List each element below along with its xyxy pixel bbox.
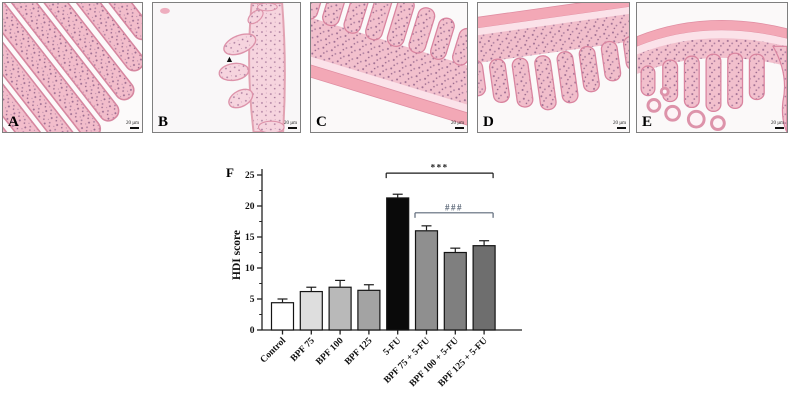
- scale-bar-label: 20 µm: [612, 121, 626, 126]
- panel-label-e: E: [642, 114, 653, 130]
- scale-bar: 20 µm: [284, 121, 297, 129]
- histology-panel-d: D 20 µm: [477, 2, 630, 133]
- significance-label: ***: [431, 163, 449, 173]
- scale-bar-label: 20 µm: [283, 121, 297, 126]
- bar-bpf-75-5-fu: [414, 230, 439, 331]
- y-axis-label: HDI score: [231, 230, 243, 280]
- histology-image-e: [637, 3, 787, 132]
- y-tick-label: 10: [245, 264, 255, 274]
- histology-panel-c: C 20 µm: [310, 2, 468, 133]
- histology-panel-e: E 20 µm: [636, 2, 788, 133]
- bar-bpf-75: [299, 290, 323, 331]
- histology-panel-a: A 20 µm: [2, 2, 143, 133]
- y-tick-label: 5: [250, 295, 255, 305]
- y-tick-label: 20: [245, 202, 255, 212]
- x-tick-label: Control: [259, 336, 289, 366]
- scale-bar: 20 µm: [126, 121, 139, 129]
- x-tick-label: BPF 100: [314, 336, 345, 367]
- histology-image-c: [311, 3, 467, 132]
- bar-bpf-125: [357, 289, 381, 331]
- scale-bar-line: [775, 127, 784, 129]
- panel-label-a: A: [8, 114, 19, 130]
- scale-bar-line: [455, 127, 464, 129]
- bar-bpf-100-5-fu: [443, 251, 467, 331]
- arrowhead-marker: ▲: [225, 53, 234, 64]
- scale-bar-label: 20 µm: [450, 121, 464, 126]
- scale-bar: 20 µm: [451, 121, 464, 129]
- y-tick-label: 15: [245, 233, 255, 243]
- scale-bar-label: 20 µm: [770, 121, 784, 126]
- y-tick-label: 25: [245, 171, 255, 181]
- histology-image-d: [478, 3, 629, 132]
- x-tick-label: 5-FU: [382, 336, 404, 358]
- scale-bar-label: 20 µm: [125, 121, 139, 126]
- histology-image-b: [153, 3, 300, 132]
- panel-label-b: B: [158, 114, 169, 130]
- scale-bar: 20 µm: [771, 121, 784, 129]
- scale-bar-line: [130, 127, 139, 129]
- bar-bpf-125-5-fu: [472, 245, 496, 331]
- bar-bpf-100: [328, 286, 352, 331]
- x-tick-label: BPF 125: [343, 336, 374, 367]
- y-tick-label: 0: [250, 326, 255, 336]
- x-tick-label: BPF 75: [289, 336, 317, 364]
- panel-label-d: D: [483, 114, 494, 130]
- panel-label-f: F: [226, 165, 234, 180]
- histology-image-a: [3, 3, 142, 132]
- bar-control: [270, 302, 295, 331]
- bar-5-fu: [386, 197, 410, 331]
- scale-bar-line: [288, 127, 297, 129]
- histology-panel-b: ▲ B 20 µm: [152, 2, 301, 133]
- scale-bar: 20 µm: [613, 121, 626, 129]
- significance-label: ###: [445, 202, 463, 212]
- scale-bar-line: [617, 127, 626, 129]
- panel-label-c: C: [316, 114, 327, 130]
